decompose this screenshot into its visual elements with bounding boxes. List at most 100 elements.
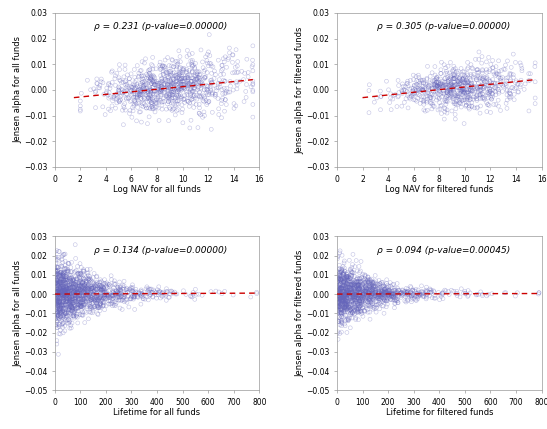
Point	[374, 291, 382, 298]
Point	[61, 313, 70, 320]
Point	[230, 100, 238, 107]
Point	[337, 305, 346, 311]
Point	[71, 273, 80, 280]
Point	[353, 282, 362, 289]
Point	[370, 282, 379, 289]
Point	[100, 293, 109, 300]
Point	[179, 78, 188, 85]
Point	[416, 290, 424, 297]
Point	[64, 260, 73, 267]
Point	[473, 92, 481, 99]
Point	[117, 92, 126, 99]
Point	[435, 291, 444, 298]
Point	[341, 296, 350, 302]
Point	[63, 290, 72, 297]
Point	[233, 63, 242, 69]
Point	[341, 281, 350, 287]
Point	[463, 59, 472, 66]
Point	[59, 294, 67, 301]
Point	[450, 71, 458, 78]
Point	[52, 270, 61, 277]
Point	[414, 91, 423, 98]
Point	[61, 298, 70, 305]
Point	[394, 293, 403, 300]
Point	[99, 280, 108, 287]
Point	[367, 294, 376, 301]
Point	[338, 298, 347, 305]
Point	[90, 288, 98, 295]
Point	[351, 291, 360, 298]
Point	[104, 106, 113, 112]
Point	[230, 69, 239, 76]
Point	[336, 280, 345, 287]
Point	[348, 295, 357, 302]
Point	[71, 296, 79, 302]
Point	[355, 269, 364, 276]
Point	[51, 292, 60, 299]
Point	[168, 75, 177, 82]
Point	[180, 96, 189, 103]
Point	[220, 288, 229, 295]
Point	[75, 296, 84, 302]
Point	[143, 90, 152, 97]
Point	[125, 88, 134, 95]
Point	[424, 85, 433, 91]
Point	[63, 281, 72, 288]
Point	[340, 283, 349, 290]
Point	[179, 67, 188, 74]
Point	[178, 119, 187, 126]
Point	[84, 275, 93, 282]
Point	[334, 296, 343, 303]
Point	[59, 293, 67, 299]
Point	[492, 83, 501, 90]
Point	[339, 295, 348, 302]
Point	[67, 303, 76, 310]
Point	[54, 290, 63, 296]
Point	[407, 293, 416, 299]
Point	[85, 297, 94, 304]
Point	[468, 88, 476, 94]
Point	[114, 87, 123, 94]
Point	[379, 283, 387, 290]
Point	[343, 289, 352, 296]
Point	[88, 287, 97, 293]
Point	[339, 288, 348, 295]
Point	[57, 263, 66, 269]
Point	[474, 291, 482, 298]
Point	[81, 285, 90, 292]
Point	[176, 53, 184, 60]
Point	[397, 292, 406, 299]
Point	[51, 289, 60, 296]
Point	[173, 98, 182, 105]
Point	[440, 105, 449, 112]
Point	[434, 86, 443, 93]
Point	[178, 106, 187, 113]
Point	[402, 289, 411, 296]
Point	[358, 301, 366, 308]
Point	[446, 87, 455, 94]
Point	[100, 285, 108, 292]
Point	[80, 268, 89, 275]
Point	[444, 288, 453, 295]
Point	[351, 292, 360, 299]
Point	[61, 277, 69, 284]
Point	[369, 296, 377, 303]
Point	[133, 93, 142, 100]
Point	[342, 289, 351, 296]
Point	[360, 280, 369, 287]
Point	[133, 104, 142, 111]
Point	[52, 263, 61, 270]
Point	[370, 292, 379, 299]
Point	[432, 97, 441, 103]
Point	[75, 282, 84, 289]
Point	[193, 70, 201, 77]
Point	[67, 301, 76, 308]
Point	[200, 74, 209, 81]
Point	[56, 299, 65, 306]
Point	[164, 86, 172, 93]
Point	[62, 296, 71, 302]
Point	[446, 82, 455, 88]
Point	[74, 297, 83, 304]
Point	[340, 265, 348, 272]
Point	[341, 293, 350, 299]
